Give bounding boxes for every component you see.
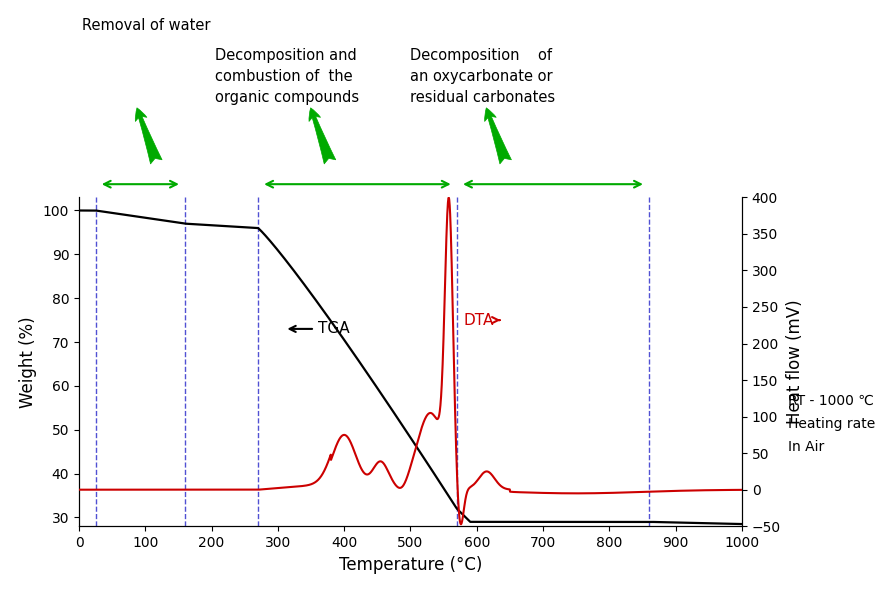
Y-axis label: Weight (%): Weight (%) xyxy=(19,316,38,408)
Text: DTA: DTA xyxy=(463,313,499,328)
X-axis label: Temperature (°C): Temperature (°C) xyxy=(339,556,481,573)
Text: Decomposition and
combustion of  the
organic compounds: Decomposition and combustion of the orga… xyxy=(215,48,359,105)
Text: Decomposition    of
an oxycarbonate or
residual carbonates: Decomposition of an oxycarbonate or resi… xyxy=(410,48,555,105)
Text: RT - 1000 ℃
Heating rate : 10°C/min
In Air: RT - 1000 ℃ Heating rate : 10°C/min In A… xyxy=(788,394,877,454)
Text: TGA: TGA xyxy=(289,321,349,337)
Y-axis label: Heat flow (mV): Heat flow (mV) xyxy=(786,300,803,424)
Text: Removal of water: Removal of water xyxy=(82,18,210,33)
